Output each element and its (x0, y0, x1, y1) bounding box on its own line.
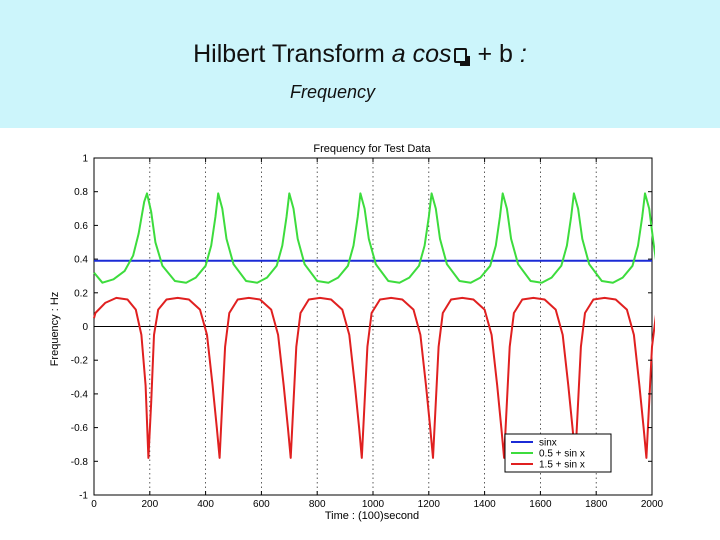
y-tick-label: 1 (82, 154, 88, 165)
x-tick-label: 1600 (529, 499, 552, 510)
slide-title-colon: : (519, 40, 527, 68)
y-axis-label: Frequency : Hz (49, 292, 61, 367)
slide-title: Hilbert Transform a cos + b : (0, 40, 720, 69)
slide-title-expr-b: + b (477, 40, 513, 68)
y-tick-label: 0.6 (74, 221, 88, 232)
legend-label: sinx (539, 438, 557, 449)
x-tick-label: 800 (309, 499, 326, 510)
y-tick-label: 0.8 (74, 187, 88, 198)
y-tick-label: -0.8 (71, 457, 89, 468)
x-axis-label: Time : (100)second (325, 510, 419, 522)
y-tick-label: -0.4 (71, 389, 89, 400)
slide-subtitle: Frequency (290, 82, 376, 102)
y-tick-label: 0.4 (74, 255, 88, 266)
x-tick-label: 200 (141, 499, 158, 510)
y-tick-label: 0 (82, 322, 88, 333)
y-tick-label: 0.2 (74, 288, 88, 299)
title-banner: Hilbert Transform a cos + b : Frequency (0, 0, 720, 128)
legend-label: 0.5 + sin x (539, 449, 585, 460)
axis-ticks: 0 200 400 600 800 1000 1200 1400 1600 1800 2000 -1 -… (71, 154, 664, 511)
chart-title: Frequency for Test Data (313, 143, 431, 155)
slide-title-expr-a: a cos (391, 40, 452, 68)
y-tick-label: -1 (79, 491, 88, 502)
frequency-chart: 0 200 400 600 800 1000 1200 1400 1600 1800 2000 -1 -… (49, 143, 664, 522)
y-tick-label: -0.6 (71, 423, 89, 434)
gridlines (94, 158, 652, 495)
x-tick-label: 1800 (585, 499, 608, 510)
y-tick-label: -0.2 (71, 356, 89, 367)
x-tick-label: 400 (197, 499, 214, 510)
x-tick-label: 2000 (641, 499, 664, 510)
x-tick-label: 1200 (418, 499, 441, 510)
series-line-2 (93, 192, 655, 284)
x-tick-label: 0 (91, 499, 97, 510)
missing-glyph-icon (453, 48, 470, 66)
x-tick-label: 600 (253, 499, 270, 510)
slide-title-main: Hilbert Transform (193, 40, 385, 68)
x-tick-label: 1400 (473, 499, 496, 510)
legend-label: 1.5 + sin x (539, 460, 585, 471)
x-tick-label: 1000 (362, 499, 385, 510)
